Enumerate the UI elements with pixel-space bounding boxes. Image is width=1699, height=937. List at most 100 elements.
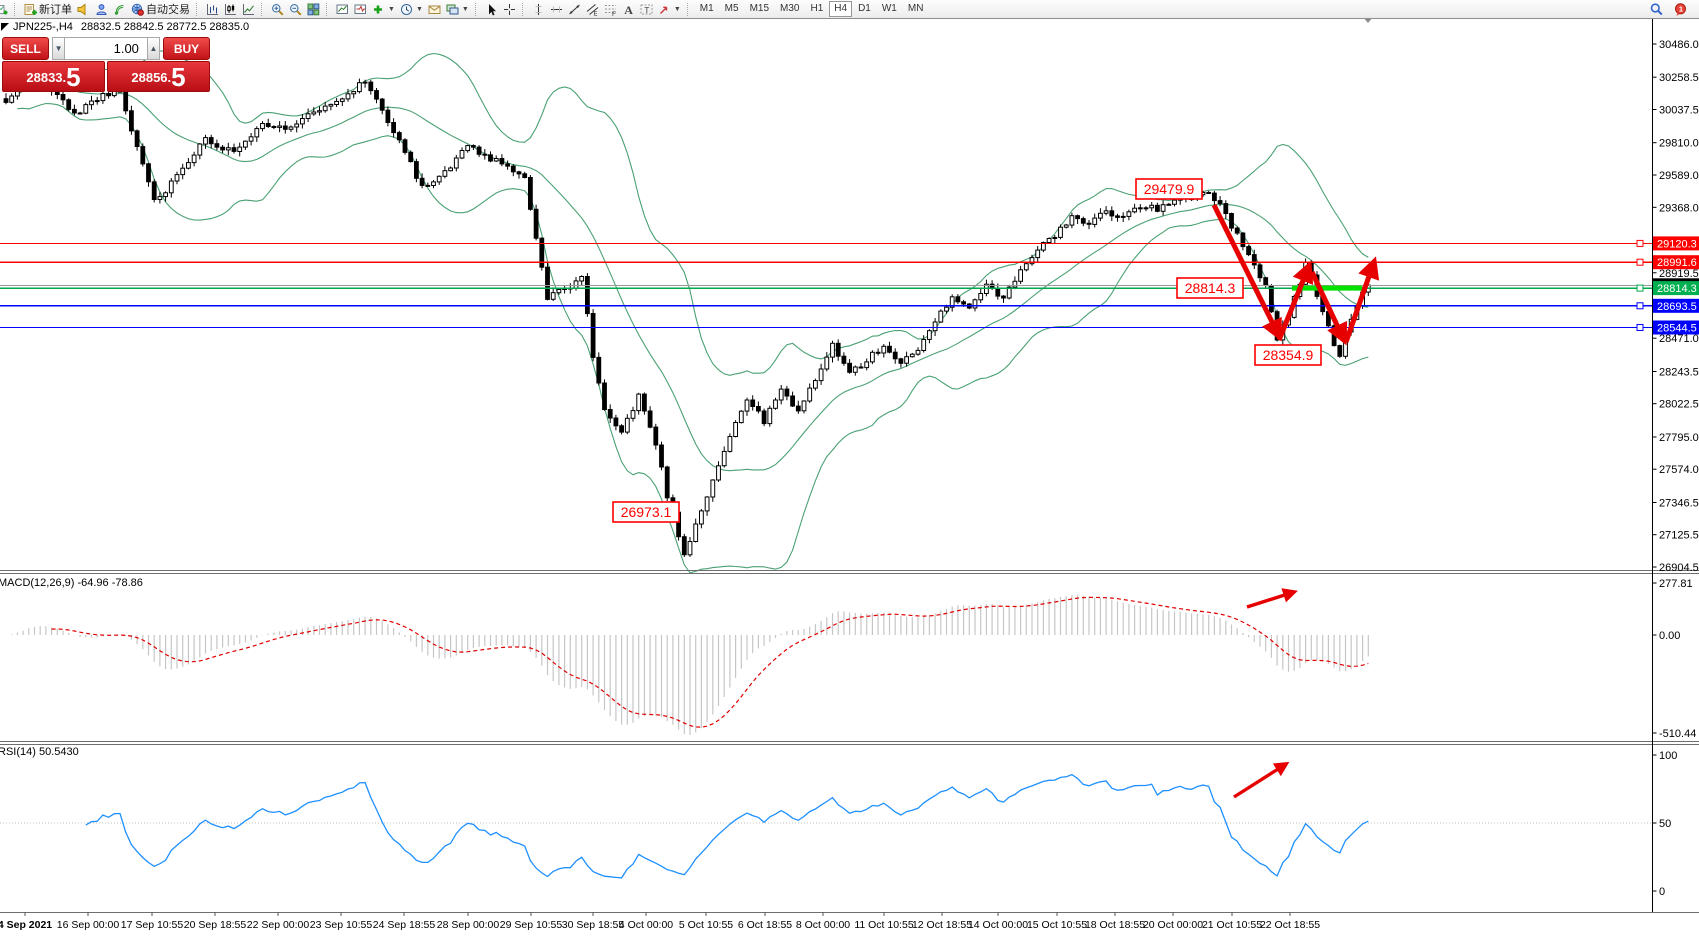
annotation-box-28354.9[interactable] <box>1254 344 1322 366</box>
tf-H1-button[interactable]: H1 <box>810 3 824 14</box>
sell-price-main: 28833. <box>26 70 67 85</box>
toolbar-separator <box>14 2 18 16</box>
annotations: 29479.9 28814.3 28354.9 26973.1 <box>612 178 1322 523</box>
svg-text:29368.0: 29368.0 <box>1659 202 1699 214</box>
svg-text:E: E <box>593 11 597 16</box>
svg-text:22 Sep 00:00: 22 Sep 00:00 <box>247 919 310 931</box>
hline-handle-28814.3[interactable] <box>1636 284 1644 292</box>
svg-text:30486.0: 30486.0 <box>1659 39 1699 51</box>
svg-text:28544.5: 28544.5 <box>1657 323 1697 335</box>
tile-windows-icon[interactable] <box>305 1 322 18</box>
sell-price-big-digit: 5 <box>66 62 81 92</box>
buy-price[interactable]: 28856. 5 <box>107 61 210 92</box>
label-icon[interactable]: T <box>638 1 655 18</box>
chevron-down-icon[interactable]: ▼ <box>388 5 395 13</box>
svg-text:277.81: 277.81 <box>1659 578 1693 590</box>
svg-text:24 Sep 18:55: 24 Sep 18:55 <box>373 919 436 931</box>
hline-handle-28693.5[interactable] <box>1636 302 1644 310</box>
cursor-icon[interactable] <box>483 1 500 18</box>
toolbar: 新订单 自动交易 ▼ ▼ ▼ E F A T ▼ M1 M5 M15 M30 H1 H4 D1 W1 MN 1 <box>0 0 1699 19</box>
trend-arrow[interactable] <box>1211 203 1282 342</box>
rsi-arrow[interactable] <box>1233 761 1290 799</box>
layers-icon[interactable]: ▼ <box>444 1 471 18</box>
annotation-box-29479.9[interactable] <box>1135 178 1203 200</box>
svg-text:4 Sep 2021: 4 Sep 2021 <box>0 919 52 931</box>
volume-decrease-button[interactable]: ▼ <box>52 37 66 60</box>
tf-M15-button[interactable]: M15 <box>749 3 770 14</box>
mail-icon[interactable] <box>426 1 443 18</box>
volume-input[interactable] <box>65 37 147 60</box>
tf-D1-button[interactable]: D1 <box>858 3 871 14</box>
symbol-period: JPN225-,H4 <box>13 21 73 33</box>
chart-candles-icon[interactable] <box>222 1 239 18</box>
macd-signal-line <box>51 596 1369 728</box>
svg-text:8 Oct 00:00: 8 Oct 00:00 <box>796 919 850 931</box>
trendline-icon[interactable] <box>566 1 583 18</box>
svg-text:100: 100 <box>1659 750 1677 762</box>
signal-icon[interactable] <box>111 1 128 18</box>
strategy-tester-icon[interactable] <box>352 1 369 18</box>
buy-button[interactable]: BUY <box>163 37 210 60</box>
hline-handle-28544.5[interactable] <box>1636 324 1644 331</box>
svg-text:22 Oct 18:55: 22 Oct 18:55 <box>1260 919 1320 931</box>
svg-text:28814.3: 28814.3 <box>1657 283 1697 295</box>
annotation-box-26973.1[interactable] <box>612 501 680 523</box>
ohlc-values: 28832.5 28842.5 28772.5 28835.0 <box>80 21 250 33</box>
chart-line-icon[interactable] <box>240 1 257 18</box>
community-icon[interactable] <box>93 1 110 18</box>
svg-text:T: T <box>644 4 649 14</box>
tf-W1-button[interactable]: W1 <box>881 3 897 14</box>
trend-arrow[interactable] <box>1343 256 1380 343</box>
sell-price[interactable]: 28833. 5 <box>2 61 105 92</box>
data-window-icon[interactable] <box>334 1 351 18</box>
toolbar-separator <box>474 2 479 16</box>
zoom-out-icon[interactable] <box>287 1 304 18</box>
tf-M5-button[interactable]: M5 <box>724 3 739 14</box>
svg-text:26973.1: 26973.1 <box>621 504 672 520</box>
buy-price-main: 28856. <box>131 70 172 85</box>
trend-arrow[interactable] <box>1276 260 1314 341</box>
chevron-down-icon[interactable]: ▼ <box>415 5 423 13</box>
shapes-icon[interactable]: ▼ <box>656 1 683 18</box>
svg-text:50: 50 <box>1659 818 1671 830</box>
sell-button[interactable]: SELL <box>2 37 49 60</box>
tf-MN-button[interactable]: MN <box>907 3 924 14</box>
one-click-trading-panel: SELL ▼ ▲ BUY 28833.5 28856.5 <box>2 37 210 92</box>
hline-handle-29120.3[interactable] <box>1636 239 1644 247</box>
window-marker-icon <box>1 23 9 31</box>
tf-M1-button[interactable]: M1 <box>699 3 714 14</box>
rsi-line <box>85 773 1369 879</box>
hline-handle-28991.6[interactable] <box>1636 258 1644 266</box>
new-chart-icon[interactable] <box>0 1 10 18</box>
macd-label: MACD(12,26,9) -64.96 -78.86 <box>0 577 143 589</box>
notification-badge[interactable]: 1 <box>1672 1 1689 18</box>
svg-text:28693.5: 28693.5 <box>1657 301 1697 313</box>
channel-icon[interactable]: E <box>584 1 601 18</box>
volume-increase-button[interactable]: ▲ <box>146 37 160 60</box>
chevron-down-icon[interactable]: ▼ <box>461 5 469 13</box>
zoom-in-icon[interactable] <box>269 1 286 18</box>
search-icon[interactable] <box>1648 1 1665 18</box>
trend-arrow[interactable] <box>1309 270 1348 346</box>
new-order-icon[interactable]: 新订单 <box>22 1 74 18</box>
bollinger-bands <box>16 50 1369 574</box>
svg-text:F: F <box>612 10 616 15</box>
tf-M30-button[interactable]: M30 <box>780 3 800 14</box>
hline-icon[interactable] <box>548 1 565 18</box>
fibonacci-icon[interactable]: F <box>602 1 619 18</box>
period-icon[interactable]: ▼ <box>398 1 425 18</box>
chevron-down-icon[interactable]: ▼ <box>673 5 681 13</box>
chart-bars-icon[interactable] <box>204 1 221 18</box>
autotrade-icon[interactable]: 自动交易 <box>129 1 192 18</box>
text-icon[interactable]: A <box>620 1 637 18</box>
svg-text:0.00: 0.00 <box>1659 630 1680 642</box>
annotation-box-28814.3[interactable] <box>1176 277 1244 299</box>
macd-arrow[interactable] <box>1246 588 1298 609</box>
tf-H4-button[interactable]: H4 <box>829 1 853 17</box>
svg-text:27574.0: 27574.0 <box>1659 464 1699 476</box>
vline-icon[interactable] <box>530 1 547 18</box>
add-indicator-icon[interactable]: ▼ <box>370 1 397 18</box>
sound-icon[interactable] <box>75 1 92 18</box>
crosshair-icon[interactable] <box>501 1 518 18</box>
